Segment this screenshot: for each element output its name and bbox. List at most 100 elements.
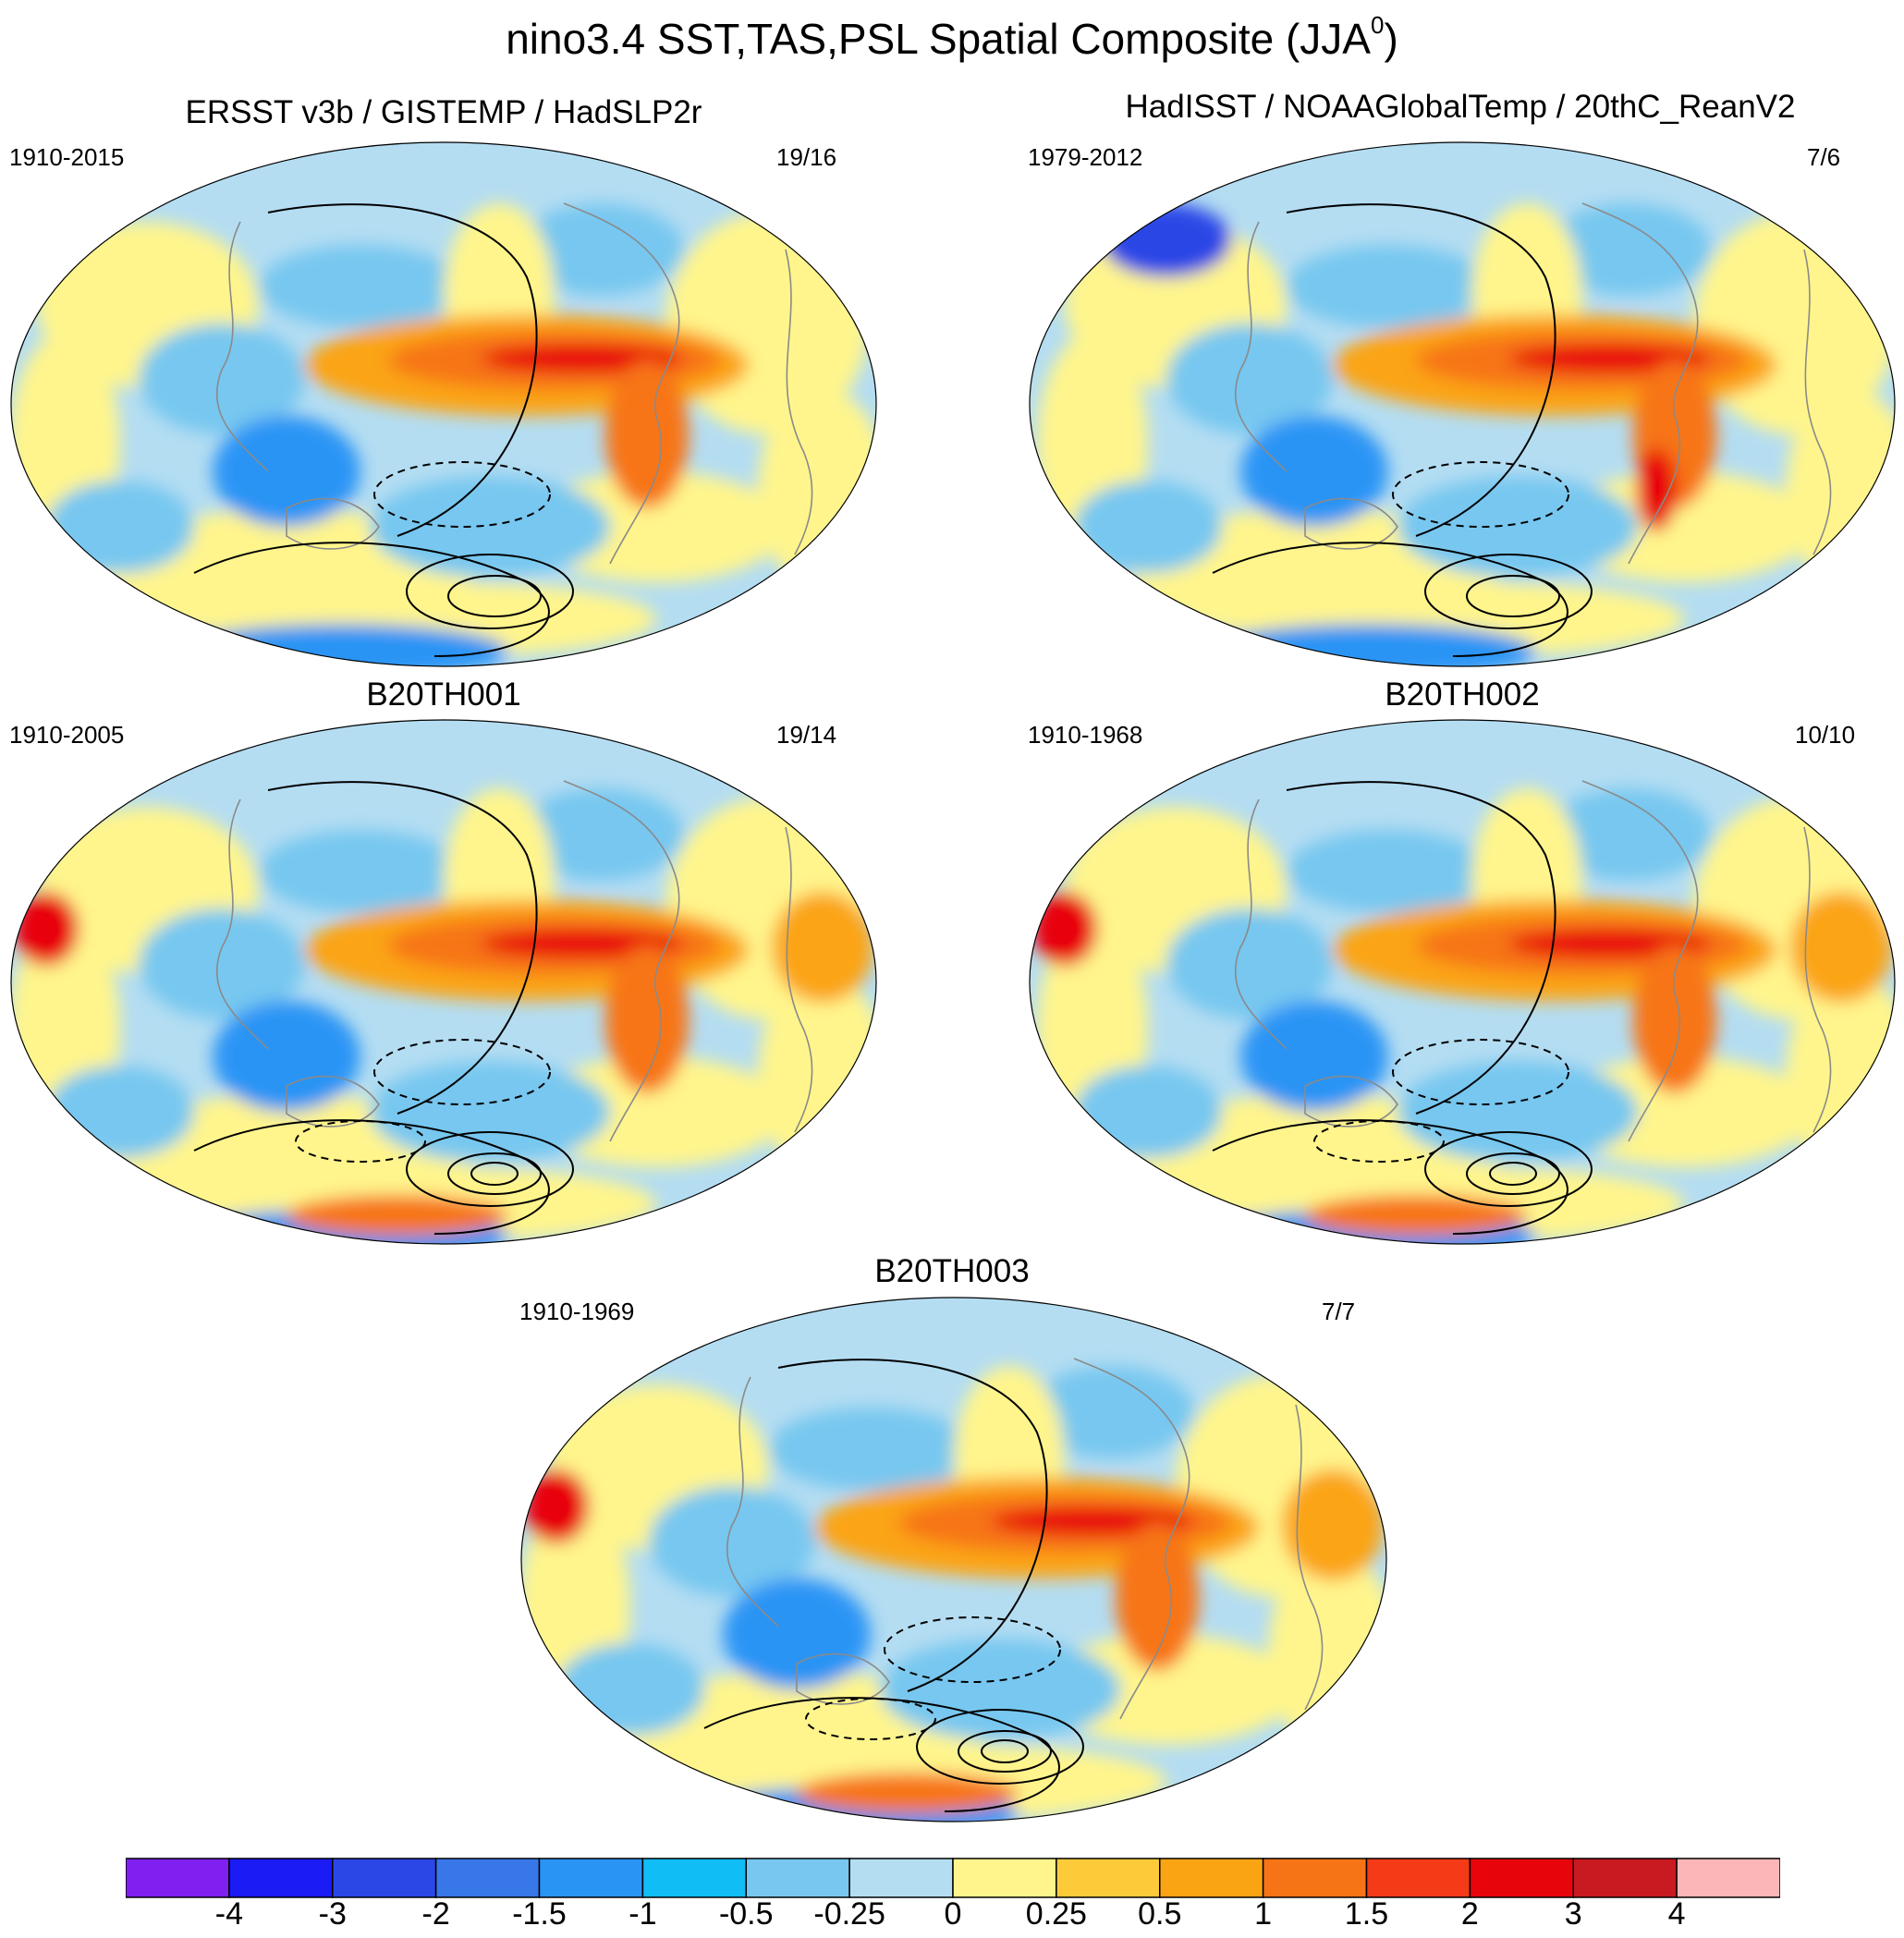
colorbar-tick-label: 1 — [1254, 1896, 1273, 1932]
panel-title-1: ERSST v3b / GISTEMP / HadSLP2r — [185, 94, 702, 130]
asia-coast — [726, 1376, 779, 1627]
colorbar-swatch — [1365, 1858, 1471, 1898]
contour-line — [703, 1697, 1060, 1812]
anomaly-region — [213, 1001, 360, 1112]
anomaly-region — [139, 908, 305, 1019]
anomaly-region — [1287, 830, 1490, 913]
map-outline — [520, 1297, 1387, 1822]
panel-years-1: 1910-2015 — [9, 143, 125, 171]
panel-title-5: B20TH003 — [874, 1253, 1030, 1289]
coastlines — [726, 1358, 1324, 1720]
panel-years-3: 1910-2005 — [9, 721, 125, 749]
colorbar-tick-label: -1.5 — [512, 1896, 567, 1932]
australia-coast — [796, 1652, 890, 1705]
contour-line — [1286, 781, 1556, 1115]
anomaly-region — [1633, 945, 1716, 1093]
colorbar-swatch — [848, 1858, 954, 1898]
colorbar-swatch — [641, 1858, 747, 1898]
map-field — [1030, 720, 1895, 1244]
contour-line — [1212, 542, 1568, 657]
anomaly-region — [1166, 908, 1333, 1019]
colorbar-swatch — [1262, 1858, 1368, 1898]
anomaly-region — [287, 1195, 508, 1236]
contour-line — [981, 1739, 1029, 1763]
contour-line — [406, 554, 574, 629]
map-panel-4 — [1029, 719, 1896, 1245]
figure-title: nino3.4 SST,TAS,PSL Spatial Composite (J… — [506, 11, 1398, 63]
colorbar-tick-label: 4 — [1667, 1896, 1686, 1932]
panel-years-2: 1979-2012 — [1028, 143, 1143, 171]
map-outline — [1029, 719, 1896, 1245]
anomaly-region — [649, 1486, 815, 1597]
africa-coast — [785, 249, 813, 555]
anomaly-region — [1636, 448, 1677, 531]
map-panel-1 — [10, 141, 877, 667]
colorbar-swatch — [538, 1858, 644, 1898]
colorbar-swatch — [1469, 1858, 1574, 1898]
anomaly-region — [370, 476, 610, 578]
africa-coast — [1803, 249, 1832, 555]
anomaly-region — [605, 360, 689, 508]
colorbar-swatch — [228, 1858, 334, 1898]
anomaly-region — [880, 1639, 1120, 1740]
anomaly-region — [723, 1578, 871, 1689]
map-field — [11, 142, 876, 666]
anomaly-region — [1282, 1469, 1384, 1580]
anomaly-region — [524, 1469, 589, 1543]
contour-line — [1466, 575, 1560, 617]
colorbar-swatch — [1572, 1858, 1678, 1898]
colorbar-tick-label: 2 — [1460, 1896, 1479, 1932]
panel-count-4: 10/10 — [1795, 721, 1856, 749]
anomaly-region — [1790, 892, 1892, 1003]
map-outline — [1029, 141, 1896, 667]
anomaly-region — [797, 1773, 1019, 1813]
asia-coast — [1234, 221, 1288, 472]
contour-line — [777, 1359, 1048, 1692]
colorbar-tick-label: -4 — [214, 1896, 243, 1932]
anomaly-region — [1032, 892, 1097, 966]
colorbar-tick-label: 0 — [944, 1896, 962, 1932]
contour-line — [193, 542, 550, 657]
colorbar-tick-label: -0.5 — [718, 1896, 774, 1932]
panel-count-3: 19/14 — [776, 721, 837, 749]
map-outline — [10, 141, 877, 667]
coastlines — [215, 780, 813, 1142]
colorbar-swatch — [332, 1858, 437, 1898]
coastlines — [215, 202, 813, 565]
americas-coast — [563, 780, 680, 1142]
contour-line-negative — [373, 1039, 551, 1105]
map-outline — [10, 719, 877, 1245]
anomaly-region — [1240, 1001, 1388, 1112]
anomaly-region — [46, 481, 194, 573]
anomaly-region — [758, 388, 876, 591]
anomaly-region — [1268, 1551, 1386, 1754]
panel-title-3: B20TH001 — [366, 676, 521, 713]
anomaly-region — [518, 788, 684, 881]
americas-coast — [1581, 780, 1699, 1142]
panel-count-5: 7/7 — [1322, 1298, 1356, 1325]
psl-contours — [1212, 203, 1593, 657]
colorbar-tick-label: 3 — [1564, 1896, 1582, 1932]
australia-coast — [286, 1075, 380, 1127]
contour-line-negative — [1313, 1120, 1445, 1163]
anomaly-region — [259, 245, 462, 328]
contour-line — [470, 1162, 519, 1186]
map-panel-3 — [10, 719, 877, 1245]
americas-coast — [1581, 202, 1699, 565]
map-panel-2 — [1029, 141, 1896, 667]
anomaly-region — [527, 1056, 786, 1167]
psl-contours — [703, 1359, 1084, 1812]
anomaly-region — [1545, 788, 1712, 881]
anomaly-region — [1545, 203, 1712, 296]
anomaly-region — [1203, 624, 1536, 666]
contour-line-negative — [1392, 1039, 1569, 1105]
contour-line-negative — [805, 1698, 936, 1740]
contour-line-negative — [884, 1616, 1061, 1683]
contour-line — [1424, 1131, 1593, 1207]
colorbar-tick-label: 0.5 — [1138, 1896, 1182, 1932]
contour-line — [1286, 203, 1556, 537]
colorbar-swatch — [745, 1858, 850, 1898]
anomaly-region — [176, 624, 508, 666]
contour-line — [1212, 1119, 1568, 1235]
anomaly-region — [1028, 1366, 1194, 1458]
